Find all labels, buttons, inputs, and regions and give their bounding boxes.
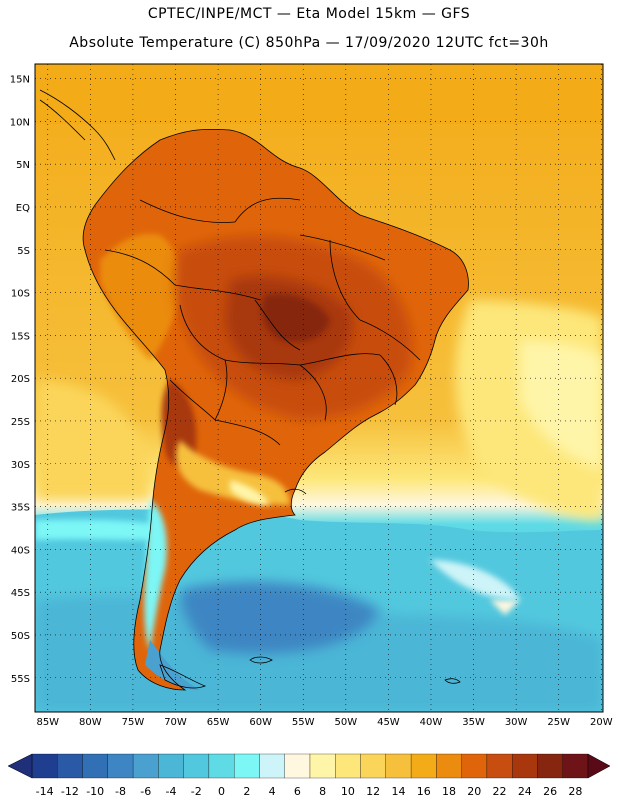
- legend-color-box: [512, 753, 538, 779]
- legend-color-box: [385, 753, 412, 779]
- legend-label: -12: [61, 785, 79, 798]
- legend-color-box: [562, 753, 589, 779]
- legend-label: -8: [115, 785, 126, 798]
- latitude-label: 45S: [11, 588, 30, 599]
- legend-color-box: [461, 753, 488, 779]
- longitude-label: 20W: [590, 717, 613, 728]
- longitude-label: 60W: [249, 717, 272, 728]
- legend-color-box: [82, 753, 108, 779]
- legend-label: 26: [543, 785, 557, 798]
- legend-color-box: [360, 753, 386, 779]
- legend-label: 16: [417, 785, 431, 798]
- legend-label: 6: [294, 785, 301, 798]
- legend-label: 2: [243, 785, 250, 798]
- latitude-label: 5N: [16, 160, 30, 171]
- latitude-label: 15N: [10, 75, 30, 86]
- legend-label: 12: [366, 785, 380, 798]
- latitude-label: 35S: [11, 503, 30, 514]
- legend-label: -6: [140, 785, 151, 798]
- longitude-label: 85W: [36, 717, 59, 728]
- latitude-label: 25S: [11, 417, 30, 428]
- legend-color-box: [537, 753, 563, 779]
- latitude-label: 30S: [11, 460, 30, 471]
- legend-label: 0: [218, 785, 225, 798]
- map-title-line-2: Absolute Temperature (C) 850hPa — 17/09/…: [69, 35, 549, 51]
- legend-label: 10: [341, 785, 355, 798]
- legend-label: 20: [467, 785, 481, 798]
- longitude-label: 45W: [377, 717, 400, 728]
- latitude-label: 20S: [11, 374, 30, 385]
- latitude-label: 10N: [10, 117, 30, 128]
- longitude-label: 70W: [164, 717, 187, 728]
- legend-color-box: [183, 753, 210, 779]
- latitude-labels: 15N 10N 5N EQ 5S 10S 15S 20S 25S 30S 35S 40S 45S 50S 5…: [10, 75, 30, 685]
- legend-color-box: [158, 753, 184, 779]
- legend-color-box: [486, 753, 513, 779]
- longitude-label: 50W: [335, 717, 358, 728]
- legend-high-arrow: [587, 753, 611, 779]
- longitude-labels: 85W 80W 75W 70W 65W 60W 55W 50W 45W 40W 35W 30W 25W 2…: [36, 717, 612, 728]
- latitude-label: 15S: [11, 331, 30, 342]
- map-frame: [34, 63, 604, 713]
- legend-label: -10: [86, 785, 104, 798]
- legend-color-box: [31, 753, 58, 779]
- latitude-label: 5S: [17, 246, 30, 257]
- legend-color-box: [57, 753, 83, 779]
- legend-label: -14: [36, 785, 54, 798]
- legend-color-box: [208, 753, 235, 779]
- legend-label: 22: [493, 785, 507, 798]
- legend-label: 4: [269, 785, 276, 798]
- longitude-label: 25W: [547, 717, 570, 728]
- latitude-label: EQ: [16, 203, 30, 214]
- legend-low-arrow: [7, 753, 33, 779]
- legend-label: 28: [568, 785, 582, 798]
- legend-color-box: [107, 753, 134, 779]
- legend-label: 14: [391, 785, 405, 798]
- latitude-label: 10S: [11, 289, 30, 300]
- longitude-label: 80W: [79, 717, 102, 728]
- latitude-label: 55S: [11, 674, 30, 685]
- legend-color-box: [234, 753, 260, 779]
- latitude-label: 50S: [11, 631, 30, 642]
- legend-label: 24: [518, 785, 532, 798]
- map-title-line-1: CPTEC/INPE/MCT — Eta Model 15km — GFS: [147, 6, 471, 22]
- legend-color-box: [284, 753, 311, 779]
- legend-color-box: [335, 753, 361, 779]
- longitude-label: 30W: [505, 717, 528, 728]
- legend-label: -2: [191, 785, 202, 798]
- longitude-label: 65W: [207, 717, 230, 728]
- legend-color-box: [410, 753, 437, 779]
- legend-color-box: [309, 753, 336, 779]
- longitude-label: 40W: [420, 717, 443, 728]
- legend-label: 8: [319, 785, 326, 798]
- legend-color-box: [436, 753, 462, 779]
- longitude-label: 35W: [462, 717, 485, 728]
- coastline-outline: [39, 89, 469, 691]
- legend-label: 18: [442, 785, 456, 798]
- graticule: [35, 64, 603, 712]
- legend-label: -4: [166, 785, 177, 798]
- legend-color-box: [132, 753, 159, 779]
- longitude-label: 75W: [122, 717, 145, 728]
- latitude-label: 40S: [11, 545, 30, 556]
- legend-color-box: [259, 753, 285, 779]
- longitude-label: 55W: [292, 717, 315, 728]
- temperature-field: [35, 64, 603, 712]
